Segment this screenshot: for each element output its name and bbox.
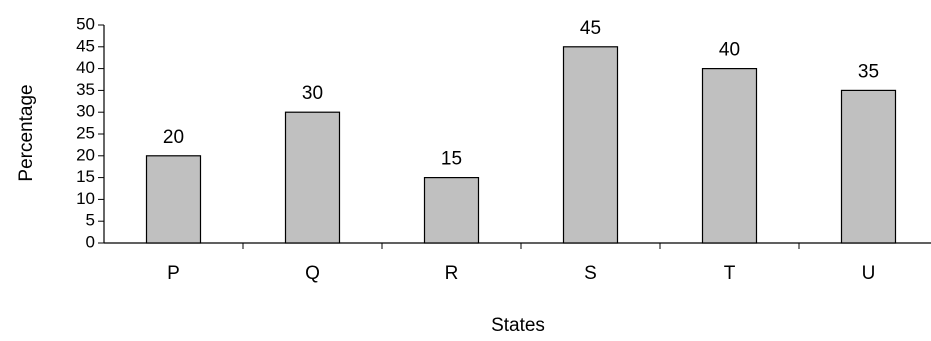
y-tick-label: 45: [76, 36, 95, 55]
x-tick-label: T: [724, 263, 736, 284]
bar: [562, 46, 619, 244]
data-label: 30: [302, 83, 323, 104]
x-tick-label: P: [167, 263, 180, 284]
data-labels: 20 30 15 45 40 35: [163, 18, 879, 170]
x-axis: P Q R S T U: [104, 242, 931, 284]
bar: [284, 111, 341, 244]
data-label: 20: [163, 127, 184, 148]
bar: [840, 89, 897, 244]
y-tick-label: 0: [86, 232, 95, 251]
y-tick-label: 20: [76, 145, 95, 164]
bar: [423, 177, 480, 244]
bar: [145, 155, 202, 244]
bar: [701, 67, 758, 244]
y-tick-label: 25: [76, 123, 95, 142]
y-tick-label: 5: [86, 211, 95, 230]
x-axis-title: States: [491, 315, 545, 336]
y-tick-label: 40: [76, 58, 95, 77]
y-tick-label: 50: [76, 14, 95, 33]
y-tick-label: 35: [76, 80, 95, 99]
x-tick-label: R: [445, 263, 459, 284]
data-label: 40: [719, 40, 740, 61]
x-tick-label: U: [862, 263, 876, 284]
x-tick-label: Q: [305, 263, 320, 284]
y-tick-label: 15: [76, 167, 95, 186]
y-axis-title: Percentage: [16, 84, 37, 181]
bars: [145, 46, 897, 244]
y-tick-label: 10: [76, 189, 95, 208]
y-axis: 0 5 10 15 20 25 30 35 40 45 50: [76, 14, 105, 251]
data-label: 15: [441, 149, 462, 170]
y-tick-label: 30: [76, 102, 95, 121]
x-tick-label: S: [584, 263, 597, 284]
data-label: 45: [580, 18, 601, 39]
data-label: 35: [858, 61, 879, 82]
